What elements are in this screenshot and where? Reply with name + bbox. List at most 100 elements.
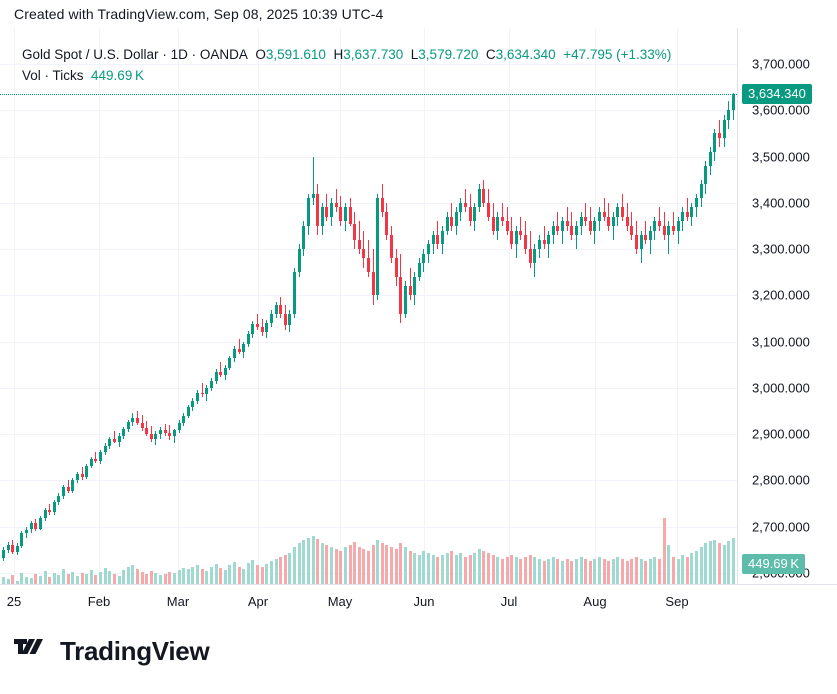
volume-bar	[588, 561, 592, 584]
candle-body	[25, 529, 29, 534]
candle-body	[149, 433, 153, 439]
candle-wick	[672, 212, 674, 236]
volume-bar	[15, 580, 19, 584]
candle-body	[117, 435, 121, 442]
price-axis[interactable]: 3,634.340 449.69 K 3,700.000 3,600.000 3,5…	[737, 28, 837, 584]
volume-bar	[251, 560, 255, 584]
volume-bar	[713, 539, 717, 584]
candle-body	[468, 207, 472, 222]
candle-wick	[238, 338, 240, 354]
candle-body	[353, 223, 357, 240]
candle-wick	[164, 424, 166, 437]
volume-bar	[265, 563, 269, 584]
candle-body	[177, 423, 181, 431]
candle-body	[671, 225, 675, 231]
volume-bar	[330, 547, 334, 584]
candle-wick	[645, 221, 647, 245]
candle-body	[473, 207, 477, 222]
volume-bar	[454, 555, 458, 584]
volume-bar	[671, 557, 675, 584]
candle-body	[362, 249, 366, 259]
candle-body	[510, 230, 514, 245]
candle-body	[219, 372, 223, 375]
grid-line-horizontal	[0, 110, 737, 111]
candle-body	[708, 151, 712, 166]
candle-body	[135, 417, 139, 423]
candle-body	[648, 230, 652, 240]
chart-legend: Gold Spot / U.S. Dollar · 1D · OANDA O3,…	[22, 44, 671, 86]
candle-wick	[409, 267, 411, 300]
legend-change-abs: +47.795	[563, 47, 613, 62]
candle-body	[57, 496, 61, 502]
volume-bar	[524, 557, 528, 584]
volume-bar	[417, 555, 421, 584]
volume-bar	[607, 561, 611, 584]
volume-bar	[62, 568, 66, 584]
candle-body	[630, 225, 634, 236]
candle-body	[357, 239, 361, 250]
time-axis[interactable]: 25 Feb Mar Apr May Jun Jul Aug Sep	[0, 584, 837, 619]
candle-body	[699, 184, 703, 199]
volume-bar	[394, 549, 398, 584]
candle-body	[593, 221, 597, 231]
volume-bar	[482, 551, 486, 584]
volume-bar	[376, 539, 380, 584]
candle-body	[450, 216, 454, 226]
candle-body	[6, 545, 10, 550]
candle-body	[690, 207, 694, 217]
volume-bar	[219, 567, 223, 584]
candle-wick	[571, 212, 573, 240]
volume-bar	[66, 573, 70, 584]
volume-bar	[20, 572, 24, 584]
candle-body	[713, 133, 717, 152]
candle-body	[574, 225, 578, 236]
legend-volume-title[interactable]: Vol · Ticks	[22, 68, 84, 83]
candle-wick	[548, 230, 550, 259]
candle-body	[413, 276, 417, 296]
candle-wick	[465, 188, 466, 213]
legend-interval[interactable]: 1D	[170, 47, 188, 62]
volume-bar	[487, 553, 491, 584]
grid-line-horizontal	[0, 388, 737, 389]
grid-line-vertical	[99, 28, 100, 584]
candle-body	[11, 545, 15, 552]
legend-symbol[interactable]: Gold Spot / U.S. Dollar	[22, 47, 159, 62]
candle-body	[371, 272, 375, 296]
price-axis-tick: 3,500.000	[752, 149, 810, 165]
tradingview-logo-icon	[14, 636, 50, 667]
candle-body	[667, 225, 671, 236]
candle-body	[131, 417, 135, 423]
candle-body	[66, 486, 70, 491]
candle-body	[695, 198, 698, 208]
volume-bar	[491, 555, 495, 584]
legend-open-value: 3,591.610	[265, 47, 326, 62]
candle-body	[454, 212, 458, 226]
candle-body	[417, 262, 421, 277]
volume-bar	[154, 572, 158, 584]
volume-bar	[260, 566, 264, 584]
volume-bar	[385, 545, 389, 584]
candle-body	[242, 344, 246, 352]
candle-wick	[501, 202, 503, 226]
grid-line-horizontal	[0, 527, 737, 528]
candle-wick	[631, 212, 633, 240]
candle-body	[427, 244, 431, 254]
volume-bar	[2, 576, 5, 584]
volume-bar	[371, 545, 375, 584]
candle-body	[316, 193, 320, 226]
legend-close-value: 3,634.340	[495, 47, 556, 62]
chart-plot-area[interactable]	[0, 28, 737, 584]
time-axis-tick: Sep	[665, 594, 689, 609]
volume-bar	[380, 543, 384, 584]
price-axis-tick: 3,100.000	[752, 334, 810, 350]
candle-body	[126, 422, 130, 430]
candle-body	[306, 198, 310, 226]
volume-bar	[52, 572, 56, 584]
candle-body	[644, 235, 648, 240]
candle-body	[394, 258, 398, 277]
candle-body	[52, 501, 56, 513]
candle-body	[348, 207, 352, 224]
price-axis-tick: 3,700.000	[752, 56, 810, 72]
candle-body	[89, 459, 93, 466]
grid-line-vertical	[178, 28, 179, 584]
